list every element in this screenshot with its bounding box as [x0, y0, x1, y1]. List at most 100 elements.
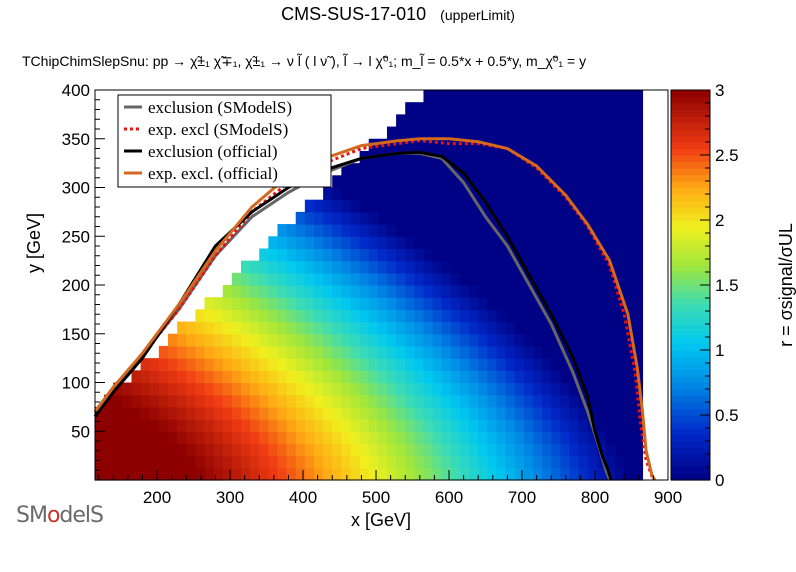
- heatmap-cell: [396, 345, 406, 359]
- heatmap-cell: [487, 272, 498, 286]
- heatmap-cell: [414, 455, 425, 469]
- heatmap-cell: [286, 285, 297, 298]
- heatmap-cell: [496, 333, 507, 347]
- heatmap-cell: [405, 236, 415, 250]
- heatmap-cell: [222, 370, 233, 384]
- heatmap-cell: [122, 455, 133, 469]
- heatmap-cell: [359, 309, 370, 323]
- heatmap-cell: [95, 455, 105, 469]
- heatmap-cell: [104, 455, 114, 469]
- heatmap-cell: [523, 370, 534, 384]
- colorbar-segment: [671, 304, 710, 312]
- heatmap-cell: [405, 187, 415, 201]
- heatmap-cell: [587, 467, 598, 481]
- heatmap-cell: [204, 419, 215, 432]
- heatmap-cell: [195, 370, 206, 384]
- heatmap-cell: [222, 394, 233, 408]
- heatmap-cell: [323, 419, 333, 432]
- heatmap-cell: [323, 260, 333, 274]
- heatmap-cell: [386, 321, 397, 335]
- heatmap-cell: [496, 175, 507, 189]
- heatmap-cell: [578, 297, 589, 310]
- heatmap-cell: [414, 285, 425, 298]
- heatmap-cells: [95, 90, 644, 481]
- heatmap-cell: [532, 90, 543, 103]
- heatmap-cell: [478, 467, 488, 481]
- heatmap-cell: [532, 248, 543, 262]
- heatmap-cell: [350, 163, 361, 176]
- heatmap-cell: [104, 443, 114, 457]
- heatmap-cell: [386, 297, 397, 310]
- heatmap-cell: [204, 467, 215, 481]
- heatmap-cell: [542, 406, 552, 420]
- heatmap-cell: [505, 382, 516, 396]
- heatmap-cell: [487, 309, 498, 323]
- heatmap-cell: [450, 175, 461, 189]
- heatmap-cell: [469, 260, 479, 274]
- heatmap-cell: [478, 431, 488, 445]
- heatmap-cell: [514, 272, 525, 286]
- heatmap-cell: [551, 285, 561, 298]
- heatmap-cell: [386, 211, 397, 225]
- heatmap-cell: [414, 224, 425, 237]
- heatmap-cell: [523, 187, 534, 201]
- heatmap-cell: [423, 187, 434, 201]
- heatmap-cell: [405, 199, 415, 213]
- heatmap-cell: [441, 150, 452, 164]
- heatmap-cell: [149, 419, 160, 432]
- heatmap-cell: [587, 309, 598, 323]
- heatmap-cell: [459, 406, 470, 420]
- colorbar-segment: [671, 109, 710, 117]
- heatmap-cell: [496, 431, 507, 445]
- heatmap-cell: [332, 272, 342, 286]
- heatmap-cell: [459, 419, 470, 432]
- heatmap-cell: [551, 358, 561, 371]
- heatmap-cell: [277, 455, 288, 469]
- heatmap-cell: [496, 187, 507, 201]
- heatmap-cell: [487, 443, 498, 457]
- heatmap-cell: [405, 285, 415, 298]
- heatmap-cell: [277, 406, 288, 420]
- heatmap-cell: [569, 406, 580, 420]
- heatmap-cell: [396, 285, 406, 298]
- heatmap-cell: [323, 443, 333, 457]
- colorbar-segment: [671, 220, 710, 228]
- heatmap-cell: [386, 138, 397, 152]
- heatmap-cell: [377, 370, 388, 384]
- heatmap-cell: [295, 370, 306, 384]
- heatmap-cell: [459, 345, 470, 359]
- heatmap-cell: [396, 406, 406, 420]
- heatmap-cell: [396, 126, 406, 140]
- heatmap-cell: [569, 90, 580, 103]
- heatmap-cell: [95, 443, 105, 457]
- heatmap-cell: [368, 333, 379, 347]
- heatmap-cell: [496, 150, 507, 164]
- heatmap-cell: [414, 358, 425, 371]
- heatmap-cell: [569, 333, 580, 347]
- heatmap-cell: [213, 431, 224, 445]
- heatmap-cell: [122, 467, 133, 481]
- x-tick-label: 200: [143, 488, 171, 507]
- heatmap-cell: [396, 236, 406, 250]
- heatmap-cell: [441, 467, 452, 481]
- heatmap-cell: [149, 382, 160, 396]
- heatmap-cell: [596, 419, 607, 432]
- heatmap-cell: [569, 236, 580, 250]
- heatmap-cell: [596, 126, 607, 140]
- heatmap-cell: [332, 419, 342, 432]
- heatmap-cell: [633, 138, 644, 152]
- colorbar-segment: [671, 278, 710, 286]
- heatmap-cell: [341, 285, 352, 298]
- heatmap-cell: [396, 455, 406, 469]
- heatmap-cell: [551, 175, 561, 189]
- series-line-3: [93, 150, 613, 481]
- heatmap-cell: [633, 187, 644, 201]
- heatmap-cell: [268, 394, 279, 408]
- heatmap-cell: [268, 406, 279, 420]
- heatmap-cell: [605, 394, 616, 408]
- heatmap-cell: [478, 236, 488, 250]
- heatmap-cell: [469, 382, 479, 396]
- heatmap-cell: [505, 90, 516, 103]
- colorbar-segment: [671, 317, 710, 325]
